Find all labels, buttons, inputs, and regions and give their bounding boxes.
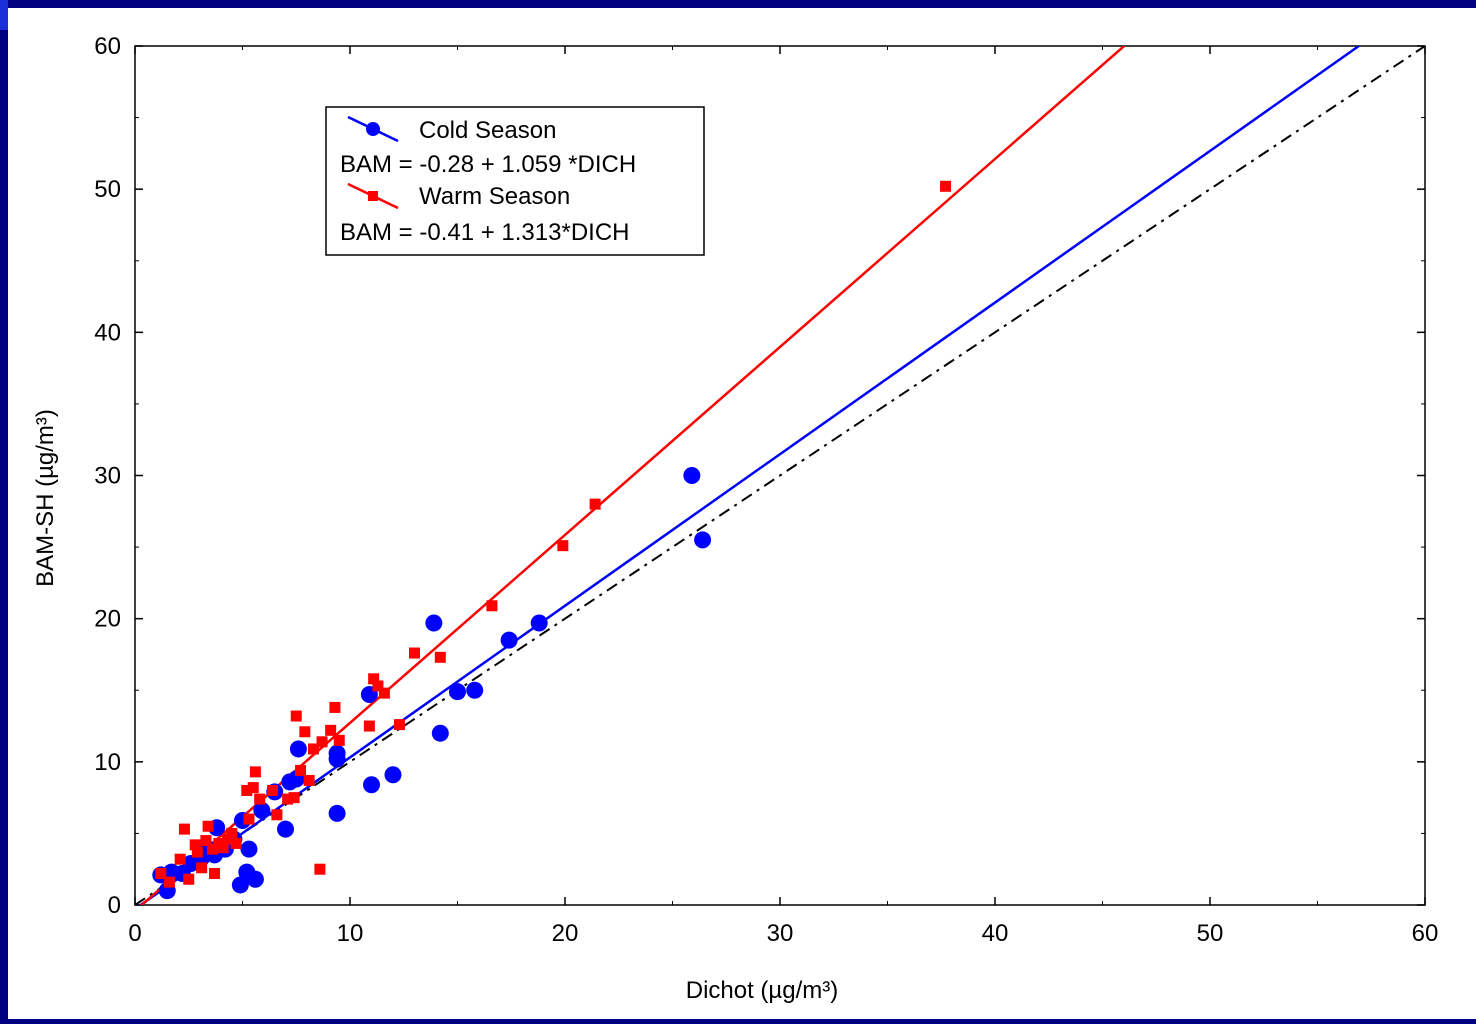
warm-season-point xyxy=(163,876,175,888)
warm-season-point xyxy=(183,873,195,885)
y-tick-label: 30 xyxy=(94,463,121,490)
legend-cold-marker xyxy=(366,122,380,136)
warm-season-point xyxy=(271,809,283,821)
one-to-one-line xyxy=(135,46,1425,905)
warm-season-point xyxy=(434,651,446,663)
cold-season-point xyxy=(231,876,249,894)
warm-season-point xyxy=(303,774,315,786)
warm-fit-line xyxy=(139,46,1127,905)
warm-season-point xyxy=(217,842,229,854)
cold-season-point xyxy=(277,820,294,838)
warm-season-point xyxy=(393,719,405,731)
warm-season-point xyxy=(196,862,208,874)
cold-season-point xyxy=(449,683,466,701)
warm-season-point xyxy=(202,820,214,832)
cold-season-point xyxy=(246,870,264,888)
legend-cold-label: Cold Season xyxy=(419,117,556,144)
y-tick-label: 40 xyxy=(94,319,121,346)
warm-season-point xyxy=(200,835,212,847)
legend-warm-equation: BAM = -0.41 + 1.313*DICH xyxy=(340,219,629,246)
y-tick-label: 50 xyxy=(94,176,121,203)
warm-season-point xyxy=(557,540,569,552)
warm-season-point xyxy=(409,647,420,659)
cold-season-point xyxy=(431,724,449,742)
fit-lines xyxy=(135,46,1425,905)
warm-season-point xyxy=(307,743,319,755)
warm-season-point xyxy=(288,792,300,804)
cold-season-point xyxy=(683,467,701,484)
cold-season-point xyxy=(384,766,402,784)
warm-season-point xyxy=(325,724,337,736)
x-tick-label: 60 xyxy=(1412,920,1439,947)
warm-season-point xyxy=(295,764,307,776)
x-tick-label: 0 xyxy=(128,920,141,947)
cold-season-point xyxy=(363,776,380,794)
axes: 0 10 20 30 40 50 60 0 10 20 30 40 50 60 xyxy=(94,33,1438,947)
cold-season-point xyxy=(289,740,307,758)
cold-fit-line xyxy=(138,46,1361,905)
corner-accent xyxy=(0,0,8,30)
x-tick-label: 30 xyxy=(767,920,794,947)
cold-season-point xyxy=(500,631,518,649)
warm-season-point xyxy=(290,710,302,722)
x-tick-label: 10 xyxy=(337,920,364,947)
warm-season-point xyxy=(372,680,384,692)
legend-warm-marker xyxy=(368,191,378,201)
x-axis-label: Dichot (µg/m³) xyxy=(686,977,839,1004)
warm-season-point xyxy=(333,734,345,746)
warm-season-point xyxy=(329,701,341,713)
warm-season-point xyxy=(243,813,255,825)
warm-season-point xyxy=(247,782,259,794)
warm-season-point xyxy=(241,784,253,796)
cold-season-point xyxy=(328,744,346,762)
warm-season-point xyxy=(316,736,328,748)
warm-season-point xyxy=(189,839,201,851)
cold-season-point xyxy=(240,840,258,858)
cold-season-point xyxy=(466,681,484,699)
warm-season-point xyxy=(267,784,279,796)
cold-season-point xyxy=(425,614,443,632)
warm-season-point xyxy=(155,868,167,880)
warm-season-point xyxy=(314,863,326,875)
warm-season-point xyxy=(226,827,238,839)
cold-season-point xyxy=(530,614,548,632)
legend-box xyxy=(325,106,705,256)
warm-season-point xyxy=(299,726,311,738)
warm-season-point xyxy=(178,823,190,835)
y-tick-label: 20 xyxy=(94,606,121,633)
warm-season-point xyxy=(940,180,952,192)
warm-season-point xyxy=(363,720,375,732)
chart-panel: 0 10 20 30 40 50 60 0 10 20 30 40 50 60 Cold Season B… xyxy=(8,8,1476,1019)
x-tick-label: 20 xyxy=(552,920,579,947)
y-tick-label: 10 xyxy=(94,749,121,776)
warm-season-point xyxy=(209,868,221,880)
cold-season-point xyxy=(694,531,712,549)
y-axis-label: BAM-SH (µg/m³) xyxy=(32,409,59,587)
warm-season-point xyxy=(174,853,186,865)
warm-season-point xyxy=(589,498,601,510)
warm-season-point xyxy=(378,687,390,699)
warm-season-point xyxy=(282,793,294,805)
y-tick-label: 60 xyxy=(94,33,121,60)
legend: Cold Season BAM = -0.28 + 1.059 *DICH Wa… xyxy=(325,106,705,256)
y-tick-label: 0 xyxy=(108,892,121,919)
x-tick-label: 50 xyxy=(1197,920,1224,947)
cold-season-point xyxy=(253,802,271,820)
data-points xyxy=(152,180,952,900)
warm-season-point xyxy=(249,766,261,778)
warm-season-point xyxy=(191,846,203,858)
scatter-chart: 0 10 20 30 40 50 60 0 10 20 30 40 50 60 Cold Season B… xyxy=(32,33,1438,1004)
warm-season-point xyxy=(206,843,218,855)
warm-season-point xyxy=(368,673,380,685)
cold-season-point xyxy=(328,804,346,822)
legend-warm-label: Warm Season xyxy=(419,183,570,210)
warm-season-point xyxy=(230,837,242,849)
warm-season-point xyxy=(221,833,233,845)
warm-season-point xyxy=(254,793,266,805)
legend-cold-equation: BAM = -0.28 + 1.059 *DICH xyxy=(340,151,636,178)
x-tick-label: 40 xyxy=(982,920,1009,947)
warm-season-point xyxy=(486,600,498,612)
